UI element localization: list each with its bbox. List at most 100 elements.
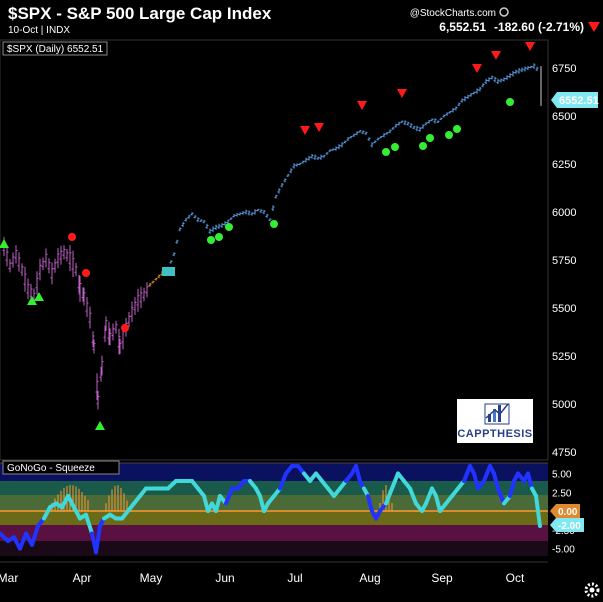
price-bar — [169, 260, 173, 264]
green-up-triangle-icon — [34, 292, 44, 301]
green-dot-marker — [270, 220, 278, 228]
price-bar — [259, 209, 263, 213]
price-bar — [172, 252, 176, 257]
oscillator-segment — [366, 494, 374, 513]
price-bar — [108, 328, 112, 346]
price-bar — [139, 286, 143, 309]
green-dot-marker — [426, 134, 434, 142]
settings-gear-icon[interactable] — [584, 582, 600, 598]
price-bar — [412, 125, 416, 130]
price-bar — [514, 69, 518, 74]
price-bar — [523, 66, 527, 72]
price-bar — [103, 325, 107, 343]
price-bar — [136, 288, 140, 312]
price-bar — [92, 339, 96, 354]
price-bar — [114, 320, 118, 334]
oscillator-segment — [66, 494, 76, 510]
oscillator-segment — [72, 505, 82, 521]
price-bar — [373, 140, 377, 144]
price-bar — [469, 92, 473, 97]
price-bar — [26, 278, 30, 300]
price-bar — [526, 66, 530, 70]
svg-text:-2.00: -2.00 — [558, 521, 581, 532]
price-bar — [82, 287, 86, 306]
price-bar — [457, 102, 461, 107]
price-bar — [424, 122, 428, 126]
oscillator-segment — [534, 494, 542, 528]
oscillator-segment — [424, 486, 434, 506]
price-bar — [304, 157, 308, 163]
price-bar — [295, 163, 299, 167]
price-tick-label: 5000 — [552, 399, 576, 411]
red-down-triangle-icon — [357, 101, 367, 110]
price-bar — [427, 119, 431, 124]
price-bar — [35, 271, 39, 295]
price-bar — [451, 108, 455, 113]
price-bar — [325, 152, 329, 155]
oscillator-segment — [462, 464, 472, 483]
osc-tick-label: 2.50 — [552, 488, 572, 499]
price-bar — [487, 77, 491, 82]
price-bar — [343, 140, 347, 144]
price-bar — [361, 130, 365, 135]
oscillator-segment — [384, 486, 394, 506]
price-bar — [478, 86, 482, 92]
price-bar — [142, 287, 146, 302]
price-bar — [217, 223, 221, 230]
price-bar — [391, 127, 395, 130]
price-bar — [292, 163, 296, 169]
price-bar — [196, 217, 200, 223]
price-bar — [436, 120, 440, 124]
price-bar — [400, 120, 404, 123]
price-bar — [190, 212, 194, 216]
current-price-tag: 6552.51 — [551, 92, 599, 108]
oscillator-value-tag: -2.00 — [550, 518, 584, 532]
price-bar — [202, 219, 206, 224]
green-dot-marker — [207, 236, 215, 244]
red-down-triangle-icon — [300, 126, 310, 135]
price-bar — [460, 98, 464, 103]
green-dot-marker — [506, 98, 514, 106]
price-bar — [41, 257, 45, 271]
oscillator-segment — [278, 471, 288, 491]
price-bar — [100, 355, 104, 376]
price-bar — [262, 209, 266, 215]
price-axis: 4750 5000 5250 5500 5750 6000 6250 6500 6750 — [552, 63, 576, 459]
indicator-legend-box — [2, 460, 120, 475]
price-bar — [430, 118, 434, 122]
green-dot-marker — [419, 142, 427, 150]
signal-markers — [0, 42, 535, 430]
oscillator-segment — [508, 479, 516, 498]
price-bar — [445, 112, 449, 116]
price-bar — [118, 338, 122, 354]
price-bar — [466, 94, 470, 99]
price-bar — [385, 131, 389, 135]
price-bar — [280, 182, 284, 188]
price-bar — [364, 131, 368, 135]
price-bar — [130, 301, 134, 323]
svg-text:CAPPTHESIS: CAPPTHESIS — [457, 428, 532, 440]
price-panel-frame — [0, 39, 549, 461]
price-bar — [111, 323, 115, 341]
price-bar — [265, 213, 269, 218]
price-bar — [367, 137, 371, 141]
annotation-flag-icon — [162, 267, 175, 276]
price-bar — [310, 154, 314, 159]
price-tick-label: 6000 — [552, 207, 576, 219]
oscillator-segment — [472, 471, 480, 491]
price-bar — [56, 248, 60, 269]
price-bar — [346, 137, 350, 142]
oscillator-segment — [30, 524, 40, 547]
price-bar — [532, 63, 536, 69]
price-bar — [247, 210, 251, 216]
red-dot-marker — [68, 233, 76, 241]
last-price: 6,552.51 — [439, 20, 486, 34]
price-bar — [78, 275, 82, 302]
oscillator-segment — [214, 494, 222, 513]
oscillator-segment — [408, 486, 418, 506]
price-bar — [421, 124, 425, 129]
price-bar — [47, 258, 51, 274]
price-bar — [271, 205, 275, 212]
price-change: -182.60 (-2.71%) — [494, 20, 584, 34]
price-bar — [517, 68, 521, 74]
